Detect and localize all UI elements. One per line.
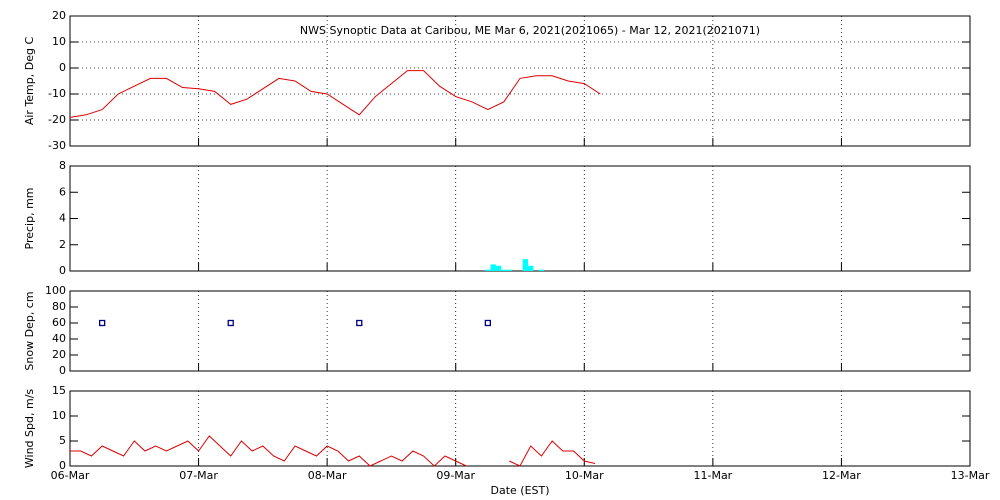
point: [98, 319, 106, 327]
y-tick-label: 20: [52, 348, 66, 361]
bar: [522, 259, 529, 271]
y-tick-label: 0: [59, 61, 66, 74]
y-axis-label: Air Temp, Deg C: [23, 37, 36, 126]
point: [227, 319, 234, 327]
y-tick-label: 2: [59, 238, 66, 251]
y-axis-label: Precip, mm: [23, 188, 36, 250]
bar: [506, 269, 512, 271]
plot-frame: [69, 290, 971, 372]
y-tick-label: 15: [52, 384, 66, 397]
bar: [495, 265, 502, 271]
x-tick-label: 13-Mar: [951, 469, 990, 482]
y-tick-label: 60: [52, 316, 66, 329]
data-line: [70, 435, 596, 467]
y-tick-label: 8: [59, 159, 66, 172]
y-tick-label: 10: [52, 409, 66, 422]
bar: [485, 269, 491, 271]
plot-frame: [69, 390, 971, 467]
y-axis-label: Snow Dep, cm: [23, 291, 36, 370]
x-tick-label: 09-Mar: [436, 469, 475, 482]
y-tick-label: 20: [52, 9, 66, 22]
data-line: [69, 70, 601, 118]
x-tick-label: 06-Mar: [51, 469, 90, 482]
y-tick-label: 0: [59, 264, 66, 277]
y-tick-label: -20: [48, 113, 66, 126]
bar: [538, 269, 545, 271]
y-axis-label: Wind Spd, m/s: [23, 389, 36, 469]
y-tick-label: 5: [59, 434, 66, 447]
x-axis-label: Date (EST): [490, 484, 549, 497]
point: [356, 319, 363, 327]
x-tick-label: 08-Mar: [308, 469, 347, 482]
y-tick-label: 0: [59, 364, 66, 377]
y-tick-label: 40: [52, 332, 66, 345]
chart-title: NWS Synoptic Data at Caribou, ME Mar 6, …: [300, 24, 760, 37]
x-tick-label: 07-Mar: [179, 469, 218, 482]
y-tick-label: 0: [59, 459, 66, 472]
y-tick-label: -10: [48, 87, 66, 100]
x-tick-label: 11-Mar: [693, 469, 732, 482]
bar: [501, 269, 507, 271]
point: [484, 319, 492, 327]
y-tick-label: 80: [52, 300, 66, 313]
plot-frame: [69, 15, 971, 147]
y-tick-label: 10: [52, 35, 66, 48]
y-tick-label: -30: [48, 139, 66, 152]
x-tick-label: 12-Mar: [822, 469, 861, 482]
y-tick-label: 100: [45, 284, 66, 297]
bar: [490, 264, 496, 271]
y-tick-label: 4: [59, 212, 66, 225]
y-tick-label: 6: [59, 185, 66, 198]
plot-frame: [69, 165, 971, 272]
bar: [528, 265, 534, 271]
x-tick-label: 10-Mar: [565, 469, 604, 482]
